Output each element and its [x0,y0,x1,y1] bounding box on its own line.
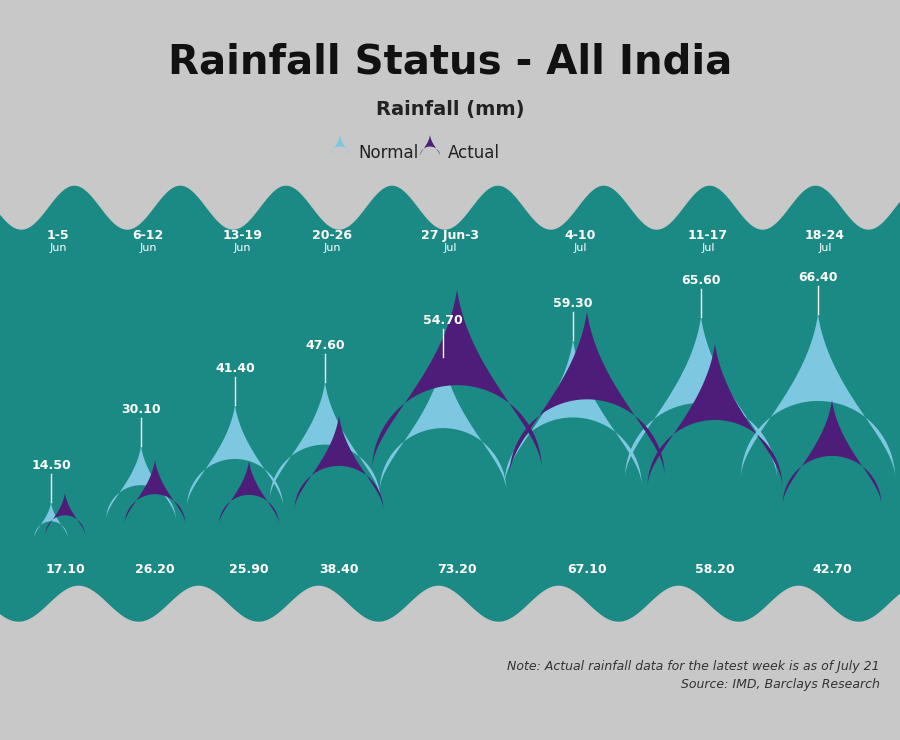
Text: Jun: Jun [323,243,341,253]
Text: 58.20: 58.20 [695,563,734,576]
Polygon shape [419,135,440,157]
Text: 66.40: 66.40 [798,272,838,284]
Text: 54.70: 54.70 [423,314,463,327]
Text: 67.10: 67.10 [567,563,607,576]
Polygon shape [34,502,68,538]
Polygon shape [45,493,85,535]
Text: Rainfall Status - All India: Rainfall Status - All India [168,42,732,82]
Polygon shape [106,446,176,520]
Polygon shape [782,400,881,505]
Text: 27 Jun-3: 27 Jun-3 [421,229,479,242]
Text: 30.10: 30.10 [122,403,161,416]
Text: Note: Actual rainfall data for the latest week is as of July 21: Note: Actual rainfall data for the lates… [508,660,880,673]
Polygon shape [741,314,895,478]
Text: 6-12: 6-12 [132,229,164,242]
Text: 11-17: 11-17 [688,229,728,242]
Text: 26.20: 26.20 [135,563,175,576]
Text: Jul: Jul [443,243,456,253]
Polygon shape [504,340,642,486]
Text: 59.30: 59.30 [554,297,593,310]
Text: Jul: Jul [818,243,832,253]
Polygon shape [294,416,383,511]
Polygon shape [380,357,507,491]
Text: Source: IMD, Barclays Research: Source: IMD, Barclays Research [681,678,880,691]
Text: Jul: Jul [701,243,715,253]
Text: Actual: Actual [448,144,500,161]
Polygon shape [219,461,279,525]
Text: 18-24: 18-24 [805,229,845,242]
Polygon shape [372,289,542,470]
Text: 41.40: 41.40 [215,362,255,375]
Polygon shape [625,317,777,479]
Text: 1-5: 1-5 [47,229,69,242]
Text: Jun: Jun [233,243,251,253]
Text: Normal: Normal [358,144,419,161]
Text: 13-19: 13-19 [222,229,262,242]
Text: 42.70: 42.70 [812,563,852,576]
Text: 17.10: 17.10 [45,563,85,576]
Bar [0,200,900,610]
Text: 4-10: 4-10 [564,229,596,242]
Text: 25.90: 25.90 [230,563,269,576]
Text: 38.40: 38.40 [320,563,359,576]
Polygon shape [270,383,380,500]
Text: 47.60: 47.60 [305,340,345,352]
Polygon shape [647,344,782,488]
Polygon shape [187,405,283,507]
Text: Rainfall (mm): Rainfall (mm) [376,101,524,119]
Polygon shape [509,312,665,477]
Polygon shape [329,135,350,157]
Text: 20-26: 20-26 [312,229,352,242]
Text: Jun: Jun [50,243,67,253]
Polygon shape [124,460,185,525]
Text: 73.20: 73.20 [437,563,477,576]
Text: 65.60: 65.60 [681,275,721,287]
Text: 14.50: 14.50 [32,460,71,472]
Text: Jun: Jun [140,243,157,253]
Text: Jul: Jul [573,243,587,253]
